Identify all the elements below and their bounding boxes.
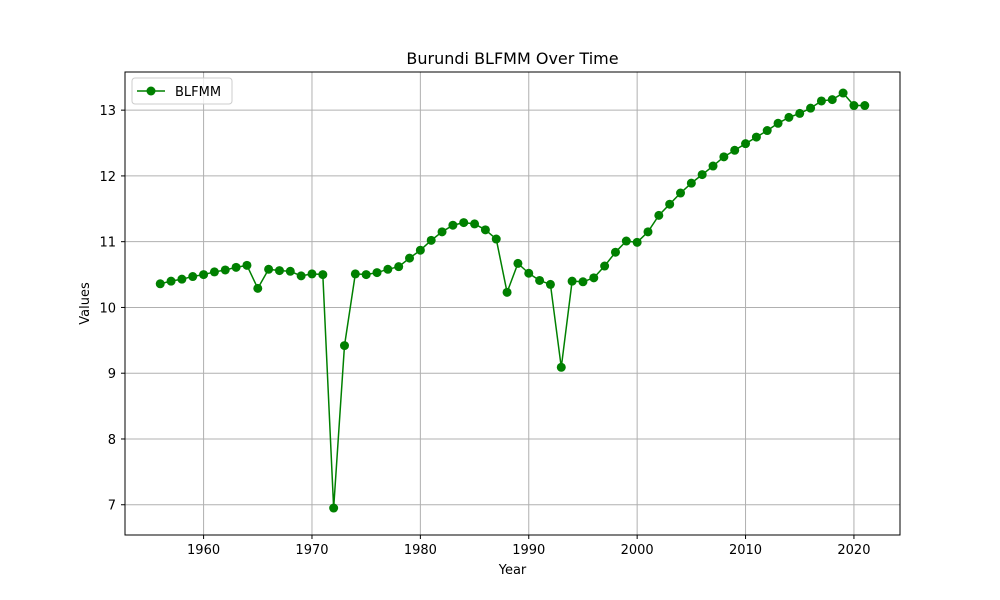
x-tick-label: 2010 [729, 543, 762, 558]
y-axis-ticks: 7 8 9 10 11 12 13 [99, 104, 125, 514]
x-axis-label: Year [498, 563, 527, 578]
data-point [242, 260, 252, 270]
data-point [437, 227, 447, 237]
plot-frame [124, 71, 901, 536]
data-point [394, 262, 404, 272]
x-tick-label: 1990 [512, 543, 545, 558]
data-point [773, 118, 783, 128]
x-tick-label: 2000 [621, 543, 654, 558]
data-point [697, 170, 707, 180]
data-point [665, 199, 675, 209]
data-point [296, 271, 306, 281]
data-point [480, 225, 490, 235]
y-tick-label: 12 [99, 170, 116, 185]
data-point [567, 276, 577, 286]
data-point [600, 261, 610, 271]
data-point [632, 237, 642, 247]
data-point [860, 101, 870, 111]
data-point [166, 276, 176, 286]
data-point [784, 112, 794, 122]
data-point [220, 265, 230, 275]
y-tick-label: 10 [99, 301, 116, 316]
data-point [405, 253, 415, 263]
y-tick-label: 7 [108, 499, 116, 514]
data-point [838, 88, 848, 98]
y-axis-label: Values [78, 282, 93, 325]
data-point [524, 268, 534, 278]
data-point [686, 178, 696, 188]
legend: BLFMM [131, 77, 233, 105]
data-point [610, 247, 620, 257]
data-point [719, 152, 729, 162]
x-axis-ticks: 1960 1970 1980 1990 2000 2010 2020 [187, 535, 870, 558]
data-point [535, 275, 545, 285]
data-point [209, 267, 219, 277]
data-point [741, 139, 751, 149]
data-point [415, 245, 425, 255]
data-point [231, 262, 241, 272]
data-point [188, 272, 198, 282]
y-tick-label: 13 [99, 104, 116, 119]
data-point [708, 161, 718, 171]
data-point [307, 269, 317, 279]
data-point [762, 126, 772, 136]
data-point [730, 145, 740, 155]
y-tick-label: 11 [99, 236, 116, 251]
data-point [513, 258, 523, 268]
data-point [545, 279, 555, 289]
data-point [448, 220, 458, 230]
data-point [621, 236, 631, 246]
data-point [155, 279, 165, 289]
data-point [177, 274, 187, 284]
data-point [274, 266, 284, 276]
data-point [329, 503, 339, 513]
x-tick-label: 1980 [404, 543, 437, 558]
data-point [643, 227, 653, 237]
data-point [795, 108, 805, 118]
y-tick-label: 8 [108, 433, 116, 448]
legend-label: BLFMM [175, 85, 221, 100]
data-point [372, 268, 382, 278]
data-point [654, 210, 664, 220]
data-point [502, 287, 512, 297]
data-point [589, 273, 599, 283]
data-point [849, 101, 859, 111]
data-point [426, 235, 436, 245]
data-point [318, 270, 328, 280]
grid [125, 72, 900, 535]
data-point [199, 270, 209, 280]
data-point [470, 219, 480, 229]
data-point [827, 95, 837, 105]
data-point [253, 283, 263, 293]
data-point [383, 264, 393, 274]
x-tick-label: 1960 [187, 543, 220, 558]
data-point [285, 266, 295, 276]
data-point [578, 277, 588, 287]
data-point [676, 188, 686, 198]
data-point [556, 362, 566, 372]
y-tick-label: 9 [108, 367, 116, 382]
data-point [491, 234, 501, 244]
data-point [816, 96, 826, 106]
data-point [350, 269, 360, 279]
x-tick-label: 1970 [295, 543, 328, 558]
data-point [751, 132, 761, 142]
series-layer [155, 88, 870, 513]
data-point [361, 270, 371, 280]
data-point [459, 218, 469, 228]
data-point [339, 341, 349, 351]
data-point [264, 264, 274, 274]
legend-box [131, 77, 233, 105]
chart-title: Burundi BLFMM Over Time [406, 49, 618, 68]
legend-marker [146, 86, 156, 96]
x-tick-label: 2020 [837, 543, 870, 558]
data-point [806, 103, 816, 113]
